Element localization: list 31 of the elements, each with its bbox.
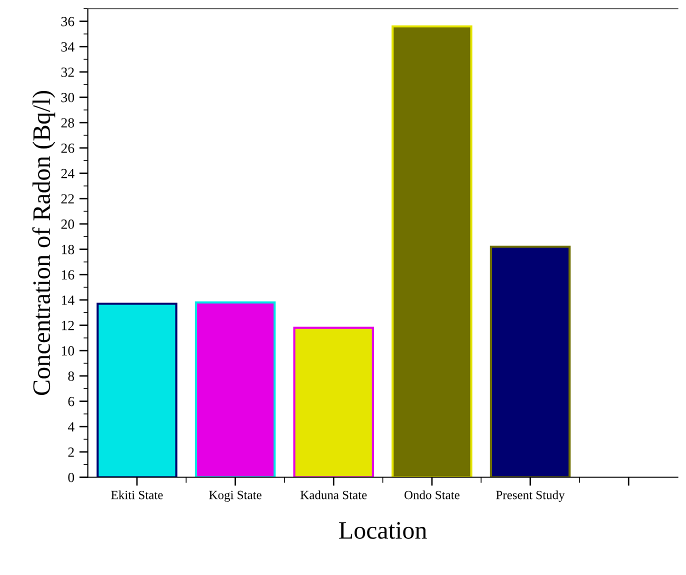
- y-tick-label: 28: [61, 118, 74, 128]
- bar: [392, 25, 472, 478]
- y-tick-label: 20: [61, 220, 74, 229]
- y-tick-label: 12: [62, 320, 74, 330]
- bar: [194, 301, 276, 478]
- x-tick-label: Present Study: [496, 490, 565, 502]
- y-tick-label: 0: [68, 472, 74, 482]
- y-tick-label: 36: [61, 16, 74, 26]
- x-tick-label: Kogi State: [209, 490, 262, 502]
- y-tick-label: 26: [61, 144, 74, 153]
- y-tick-label: 32: [61, 68, 74, 77]
- x-tick-label: Kaduna State: [300, 490, 367, 500]
- y-tick-label: 24: [61, 168, 74, 178]
- y-tick-label: 34: [61, 42, 74, 52]
- y-tick-label: 10: [62, 346, 74, 356]
- y-tick-label: 18: [62, 244, 74, 254]
- bar: [293, 326, 374, 478]
- y-tick-label: 14: [62, 296, 74, 305]
- y-tick-label: 30: [61, 92, 74, 102]
- bar: [96, 302, 178, 478]
- bar: [490, 246, 571, 478]
- x-axis-title: Location: [339, 522, 427, 539]
- y-tick-label: 16: [62, 270, 74, 280]
- x-tick-label: Ekiti State: [111, 490, 163, 500]
- y-axis-title: Concentration of Radon (Bq/l): [32, 90, 56, 396]
- y-tick-label: 8: [68, 372, 74, 381]
- x-tick-label: Ondo State: [404, 490, 460, 500]
- y-tick-label: 2: [68, 448, 74, 457]
- y-tick-label: 22: [61, 194, 74, 204]
- y-tick-label: 4: [68, 422, 74, 432]
- y-tick-label: 6: [68, 396, 74, 406]
